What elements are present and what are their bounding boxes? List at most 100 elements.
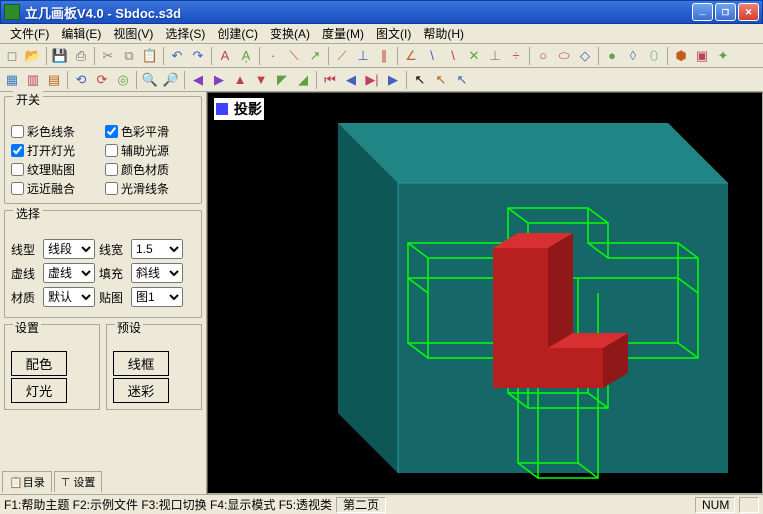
switch-彩色线条[interactable]: 彩色线条 <box>11 123 101 140</box>
maximize-button[interactable]: ❐ <box>715 3 736 21</box>
view2-icon[interactable]: ▤ <box>44 70 64 90</box>
right-icon[interactable]: ▶ <box>209 70 229 90</box>
text-icon[interactable]: A <box>215 46 235 66</box>
first-icon[interactable]: ⏮ <box>320 70 340 90</box>
sel-虚线[interactable]: 虚线 <box>43 263 95 283</box>
zoomout-icon[interactable]: 🔎 <box>161 70 181 90</box>
select-group: 选择 线型线段线宽1.5虚线虚线填充斜线材质默认贴图图1 <box>4 210 202 318</box>
play-icon[interactable]: ▶| <box>362 70 382 90</box>
pan-icon[interactable]: ↖ <box>452 70 472 90</box>
parallel-icon[interactable]: ∥ <box>374 46 394 66</box>
axes-icon[interactable]: ✦ <box>713 46 733 66</box>
cone-icon[interactable]: ◊ <box>623 46 643 66</box>
menu-item-7[interactable]: 图文(I) <box>370 25 417 42</box>
close-button[interactable]: ✕ <box>738 3 759 21</box>
status-page: 第二页 <box>336 497 386 513</box>
sel-线型[interactable]: 线段 <box>43 239 95 259</box>
minimize-button[interactable]: _ <box>692 3 713 21</box>
print-icon[interactable]: ⎙ <box>71 46 91 66</box>
rotate-icon[interactable]: ⟲ <box>71 70 91 90</box>
status-extra <box>739 497 759 513</box>
move-icon[interactable]: ↖ <box>431 70 451 90</box>
tab-catalog[interactable]: 📋目录 <box>2 471 52 492</box>
app-icon <box>4 4 20 20</box>
segment-icon[interactable]: ⟋ <box>332 46 352 66</box>
toolbar-1: ◻📂💾⎙✂⧉📋↶↷AAͅ·⟍↗⟋⊥∥∠\\✕⊥÷○⬭◇●◊⬯⬢▣✦ <box>0 44 763 68</box>
sphere-icon[interactable]: ● <box>602 46 622 66</box>
line-icon[interactable]: ⟍ <box>284 46 304 66</box>
prism-icon[interactable]: ▣ <box>692 46 712 66</box>
bisect-icon[interactable]: ÷ <box>506 46 526 66</box>
switch-颜色材质[interactable]: 颜色材质 <box>105 161 195 178</box>
menu-item-6[interactable]: 度量(M) <box>316 25 370 42</box>
camo-button[interactable]: 迷彩 <box>113 378 169 403</box>
grid-icon[interactable]: ▦ <box>2 70 22 90</box>
next-icon[interactable]: ▶ <box>383 70 403 90</box>
menu-item-5[interactable]: 变换(A) <box>264 25 316 42</box>
copy-icon[interactable]: ⧉ <box>119 46 139 66</box>
open-icon[interactable]: 📂 <box>23 46 43 66</box>
seg2-icon[interactable]: \ <box>422 46 442 66</box>
statusbar: F1:帮助主题 F2:示例文件 F3:视口切换 F4:显示模式 F5:透视类 第… <box>0 494 763 514</box>
angle-icon[interactable]: ∠ <box>401 46 421 66</box>
color-button[interactable]: 配色 <box>11 351 67 376</box>
circle-icon[interactable]: ○ <box>533 46 553 66</box>
refresh-icon[interactable]: ◎ <box>113 70 133 90</box>
menu-item-4[interactable]: 创建(C) <box>211 25 264 42</box>
up-icon[interactable]: ▲ <box>230 70 250 90</box>
switch-纹理贴图[interactable]: 纹理贴图 <box>11 161 101 178</box>
seg3-icon[interactable]: \ <box>443 46 463 66</box>
sel-材质[interactable]: 默认 <box>43 287 95 307</box>
switch-远近融合[interactable]: 远近融合 <box>11 180 101 197</box>
switch-打开灯光[interactable]: 打开灯光 <box>11 142 101 159</box>
menu-item-8[interactable]: 帮助(H) <box>417 25 470 42</box>
toolbar-2: ▦▥▤⟲⟳◎🔍🔎◀▶▲▼◤◢⏮◀▶|▶↖↖↖ <box>0 68 763 92</box>
select-icon[interactable]: ↖ <box>410 70 430 90</box>
viewport[interactable]: 投影 <box>207 92 763 494</box>
perp-icon[interactable]: ⊥ <box>353 46 373 66</box>
label-icon[interactable]: Aͅ <box>236 46 256 66</box>
window-title: 立几画板V4.0 - Sbdoc.s3d <box>25 3 690 22</box>
mid-icon[interactable]: ⊥ <box>485 46 505 66</box>
zoomin-icon[interactable]: 🔍 <box>140 70 160 90</box>
flip-icon[interactable]: ⟳ <box>92 70 112 90</box>
cut-icon[interactable]: ✂ <box>98 46 118 66</box>
status-mode: NUM <box>695 497 735 513</box>
view1-icon[interactable]: ▥ <box>23 70 43 90</box>
switch-辅助光源[interactable]: 辅助光源 <box>105 142 195 159</box>
paste-icon[interactable]: 📋 <box>140 46 160 66</box>
cross-icon[interactable]: ✕ <box>464 46 484 66</box>
sel-贴图[interactable]: 图1 <box>131 287 183 307</box>
cylinder-icon[interactable]: ⬯ <box>644 46 664 66</box>
light-button[interactable]: 灯光 <box>11 378 67 403</box>
prev-icon[interactable]: ◀ <box>341 70 361 90</box>
se-icon[interactable]: ◢ <box>293 70 313 90</box>
presets-title: 预设 <box>115 319 143 336</box>
menu-item-3[interactable]: 选择(S) <box>159 25 211 42</box>
down-icon[interactable]: ▼ <box>251 70 271 90</box>
scene-3d <box>208 93 762 493</box>
menu-item-1[interactable]: 编辑(E) <box>55 25 107 42</box>
undo-icon[interactable]: ↶ <box>167 46 187 66</box>
switch-色彩平滑[interactable]: 色彩平滑 <box>105 123 195 140</box>
point-icon[interactable]: · <box>263 46 283 66</box>
square-icon[interactable]: ◇ <box>575 46 595 66</box>
new-icon[interactable]: ◻ <box>2 46 22 66</box>
menu-item-0[interactable]: 文件(F) <box>4 25 55 42</box>
tab-settings[interactable]: ⊤ 设置 <box>54 471 103 492</box>
redo-icon[interactable]: ↷ <box>188 46 208 66</box>
sel-填充[interactable]: 斜线 <box>131 263 183 283</box>
ellipse-icon[interactable]: ⬭ <box>554 46 574 66</box>
sel-线宽[interactable]: 1.5 <box>131 239 183 259</box>
status-help: F1:帮助主题 F2:示例文件 F3:视口切换 F4:显示模式 F5:透视类 <box>4 496 332 513</box>
menu-item-2[interactable]: 视图(V) <box>107 25 159 42</box>
presets-group: 预设 线框 迷彩 <box>106 324 202 410</box>
nw-icon[interactable]: ◤ <box>272 70 292 90</box>
save-icon[interactable]: 💾 <box>50 46 70 66</box>
switch-光滑线条[interactable]: 光滑线条 <box>105 180 195 197</box>
left-icon[interactable]: ◀ <box>188 70 208 90</box>
wireframe-button[interactable]: 线框 <box>113 351 169 376</box>
sidebar-tabs: 📋目录 ⊤ 设置 <box>2 471 104 492</box>
ray-icon[interactable]: ↗ <box>305 46 325 66</box>
cube-icon[interactable]: ⬢ <box>671 46 691 66</box>
